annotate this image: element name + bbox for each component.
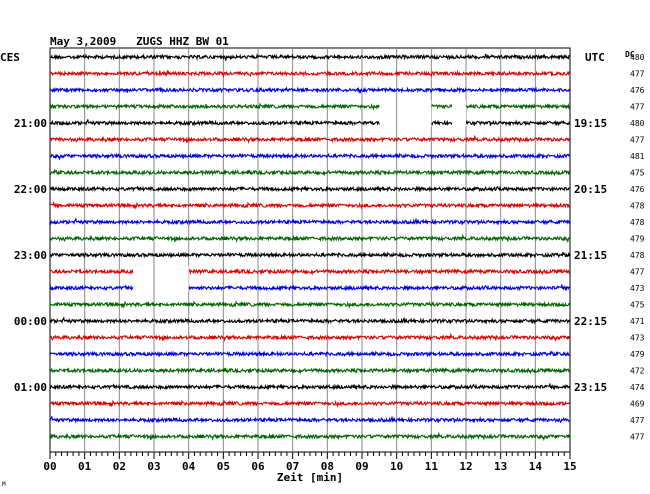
dc-offset-label: 469 (630, 400, 645, 409)
x-tick-label: 00 (43, 460, 56, 473)
trace-row-24 (49, 431, 571, 442)
dc-offset-label: 477 (630, 103, 645, 112)
dc-offset-labels: 480 477 476 477 480 477 481 475 476 478 478 479 478 4… (630, 53, 645, 442)
x-tick-label: 11 (425, 460, 439, 473)
right-time-label: 20:15 (574, 183, 607, 196)
right-time-label: 21:15 (574, 249, 607, 262)
trace-row-14 (49, 267, 571, 276)
right-time-label: 22:15 (574, 315, 607, 328)
trace-row-10 (49, 201, 570, 210)
x-tick-label: 10 (390, 460, 403, 473)
trace-row-23 (49, 415, 570, 424)
dc-label: DC (625, 50, 635, 59)
dc-offset-label: 477 (630, 416, 645, 425)
trace-row-15 (49, 284, 570, 292)
right-time-label: 23:15 (574, 381, 607, 394)
left-time-label: 23:00 (14, 249, 47, 262)
dc-offset-label: 481 (630, 152, 645, 161)
x-tick-label: 05 (217, 460, 230, 473)
trace-row-4 (49, 102, 571, 111)
dc-offset-label: 480 (630, 119, 645, 128)
trace-row-21 (49, 383, 571, 391)
dc-offset-label: 478 (630, 251, 645, 260)
trace-row-19 (49, 350, 570, 358)
x-axis-label: Zeit [min] (277, 471, 343, 484)
right-time-labels: 19:15 20:15 21:15 22:15 23:15 (574, 117, 607, 394)
dc-offset-label: 478 (630, 202, 645, 211)
dc-offset-label: 473 (630, 284, 645, 293)
dc-offset-label: 474 (630, 383, 645, 392)
gap-group (133, 100, 466, 292)
right-time-label: 19:15 (574, 117, 607, 130)
left-time-label: 00:00 (14, 315, 47, 328)
dc-offset-label: 477 (630, 268, 645, 277)
x-tick-label: 07 (286, 460, 299, 473)
dc-offset-label: 477 (630, 136, 645, 145)
dc-offset-label: 480 (630, 53, 645, 62)
x-tick-label: 03 (147, 460, 160, 473)
dc-offset-label: 479 (630, 235, 645, 244)
x-axis: 00 01 02 03 04 05 06 07 08 09 10 11 12 13 14 15 (43, 452, 577, 473)
dc-offset-label: 475 (630, 301, 645, 310)
left-time-label: 21:00 (14, 117, 47, 130)
trace-row-16 (49, 300, 571, 309)
dc-offset-label: 475 (630, 169, 645, 178)
x-tick-label: 15 (563, 460, 576, 473)
trace-row-17 (49, 316, 571, 325)
x-tick-label: 08 (321, 460, 334, 473)
left-time-label: 01:00 (14, 381, 47, 394)
gap-1 (379, 100, 432, 127)
trace-row-22 (49, 399, 571, 408)
trace-row-8 (49, 168, 571, 177)
trace-row-13 (49, 251, 571, 259)
trace-row-1 (49, 53, 570, 61)
trace-row-2 (49, 69, 570, 79)
plot-frame (49, 47, 571, 453)
right-axis-label: UTC (585, 51, 605, 64)
trace-row-20 (49, 366, 570, 375)
trace-row-5 (49, 118, 571, 127)
left-time-labels: 21:00 22:00 23:00 00:00 01:00 (14, 117, 47, 394)
trace-row-18 (49, 332, 570, 343)
x-tick-label: 02 (113, 460, 126, 473)
trace-row-7 (49, 152, 571, 161)
left-axis-label: CES (0, 51, 20, 64)
dc-offset-label: 477 (630, 433, 645, 442)
left-time-label: 22:00 (14, 183, 47, 196)
x-tick-label: 01 (78, 460, 92, 473)
x-tick-label: 09 (355, 460, 368, 473)
dc-offset-label: 477 (630, 70, 645, 79)
x-tick-label: 04 (182, 460, 196, 473)
trace-row-11 (49, 217, 571, 226)
dc-offset-label: 479 (630, 350, 645, 359)
x-tick-label: 14 (529, 460, 543, 473)
trace-row-6 (49, 134, 571, 145)
x-tick-label: 06 (251, 460, 265, 473)
trace-row-12 (49, 233, 570, 244)
x-tick-label: 12 (459, 460, 472, 473)
trace-row-9 (49, 185, 570, 193)
chart-title: May 3,2009 ZUGS HHZ BW 01 (50, 35, 229, 48)
dc-offset-label: 476 (630, 86, 645, 95)
gap-2 (452, 100, 466, 127)
corner-mark: M (2, 481, 6, 488)
dc-offset-label: 472 (630, 367, 645, 376)
gap-3 (133, 265, 189, 292)
trace-group (49, 53, 571, 442)
dc-offset-label: 471 (630, 317, 645, 326)
dc-offset-label: 476 (630, 185, 645, 194)
trace-row-3 (49, 86, 571, 94)
dc-offset-label: 473 (630, 334, 645, 343)
x-tick-label: 13 (494, 460, 507, 473)
dc-offset-label: 478 (630, 218, 645, 227)
